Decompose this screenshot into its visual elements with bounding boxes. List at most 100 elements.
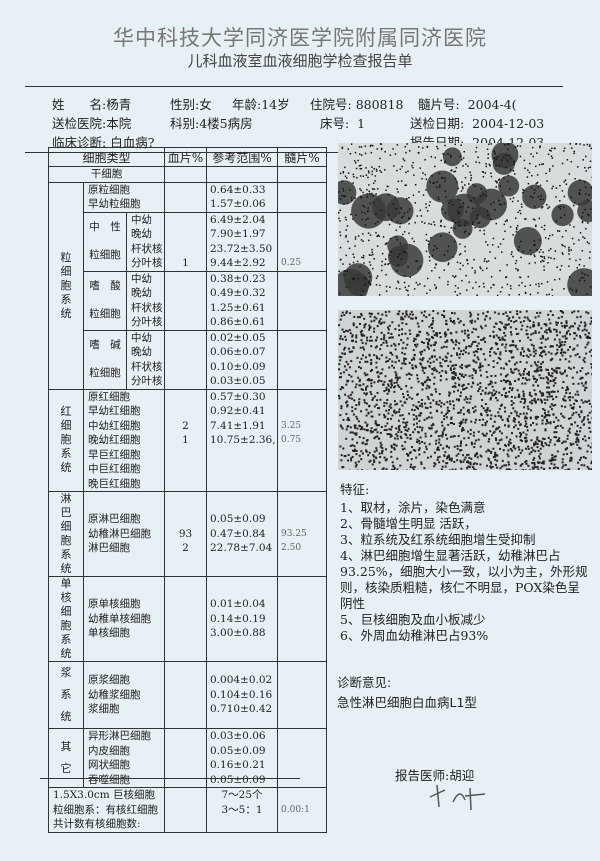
speckle xyxy=(517,378,520,381)
speckle xyxy=(555,196,557,198)
speckle xyxy=(549,149,551,152)
speckle xyxy=(428,416,431,419)
cell-names: 嗜 碱 粒细胞 中幼 晚幼 杆状核 分叶核 xyxy=(83,329,165,390)
speckle xyxy=(378,357,381,360)
speckle xyxy=(339,388,342,391)
doctor-signature xyxy=(429,784,486,811)
sending-hospital: 本院 xyxy=(106,116,132,131)
speckle xyxy=(340,356,343,359)
speckle xyxy=(396,144,399,146)
speckle xyxy=(561,162,564,165)
speckle xyxy=(390,380,393,383)
speckle xyxy=(364,323,367,326)
speckle xyxy=(493,157,495,159)
speckle xyxy=(515,260,518,262)
speckle xyxy=(389,254,391,256)
speckle xyxy=(462,349,465,352)
speckle xyxy=(384,263,386,266)
speckle xyxy=(559,207,562,210)
speckle xyxy=(508,317,511,320)
speckle xyxy=(414,449,417,452)
speckle xyxy=(539,239,541,241)
speckle xyxy=(490,218,492,221)
speckle xyxy=(411,364,414,367)
speckle xyxy=(397,280,399,283)
speckle xyxy=(579,336,582,339)
speckle xyxy=(567,329,570,332)
speckle xyxy=(520,256,522,259)
speckle xyxy=(443,316,446,319)
speckle xyxy=(400,316,403,319)
speckle xyxy=(374,223,377,225)
speckle xyxy=(484,422,487,425)
speckle xyxy=(490,451,493,454)
speckle xyxy=(351,444,354,447)
speckle xyxy=(390,344,393,347)
speckle xyxy=(553,147,556,150)
speckle xyxy=(485,387,488,390)
speckle xyxy=(510,350,513,353)
speckle xyxy=(543,330,546,333)
speckle xyxy=(372,182,375,185)
speckle xyxy=(524,382,527,385)
speckle xyxy=(516,389,519,392)
speckle xyxy=(582,359,585,362)
speckle xyxy=(506,468,509,470)
speckle xyxy=(470,420,473,423)
marrow-value xyxy=(278,597,326,612)
speckle xyxy=(435,442,438,445)
speckle xyxy=(383,390,386,393)
speckle xyxy=(407,394,410,397)
speckle xyxy=(345,368,348,371)
speckle xyxy=(458,221,461,223)
speckle xyxy=(462,205,464,208)
speckle xyxy=(506,283,509,286)
speckle xyxy=(539,311,542,314)
speckle xyxy=(396,379,399,382)
speckle xyxy=(485,450,488,453)
speckle xyxy=(424,406,427,409)
speckle xyxy=(409,313,412,316)
speckle xyxy=(472,221,474,224)
speckle xyxy=(339,209,341,212)
speckle xyxy=(342,188,344,190)
speckle xyxy=(501,465,504,468)
speckle xyxy=(438,438,441,441)
speckle xyxy=(395,236,397,238)
speckle xyxy=(584,208,586,211)
speckle xyxy=(364,374,367,377)
speckle xyxy=(536,398,539,401)
speckle xyxy=(553,436,556,439)
speckle xyxy=(338,292,341,295)
speckle xyxy=(485,195,487,197)
speckle xyxy=(450,354,453,357)
speckle xyxy=(403,212,406,215)
ref-value: 0.710±0.42 xyxy=(210,703,273,716)
reference-cell: 0.64±0.33 1.57±0.06 xyxy=(206,181,278,213)
speckle xyxy=(415,415,418,418)
speckle xyxy=(588,214,590,217)
speckle xyxy=(463,437,466,440)
speckle xyxy=(476,462,479,465)
speckle xyxy=(370,312,373,315)
speckle xyxy=(458,378,461,381)
speckle xyxy=(359,265,361,268)
speckle xyxy=(457,210,459,212)
speckle xyxy=(441,208,443,210)
speckle xyxy=(431,317,434,320)
marrow-value xyxy=(278,477,326,492)
speckle xyxy=(466,397,469,400)
marrow-value: 3.25 xyxy=(281,420,302,431)
speckle xyxy=(510,253,513,256)
speckle xyxy=(435,332,438,335)
speckle xyxy=(432,423,435,426)
speckle xyxy=(460,422,463,425)
speckle xyxy=(507,318,510,321)
speckle xyxy=(547,413,550,416)
speckle xyxy=(362,204,364,207)
speckle xyxy=(445,196,448,198)
speckle xyxy=(520,203,523,206)
speckle xyxy=(512,316,515,319)
speckle xyxy=(346,202,349,205)
speckle xyxy=(521,449,524,452)
